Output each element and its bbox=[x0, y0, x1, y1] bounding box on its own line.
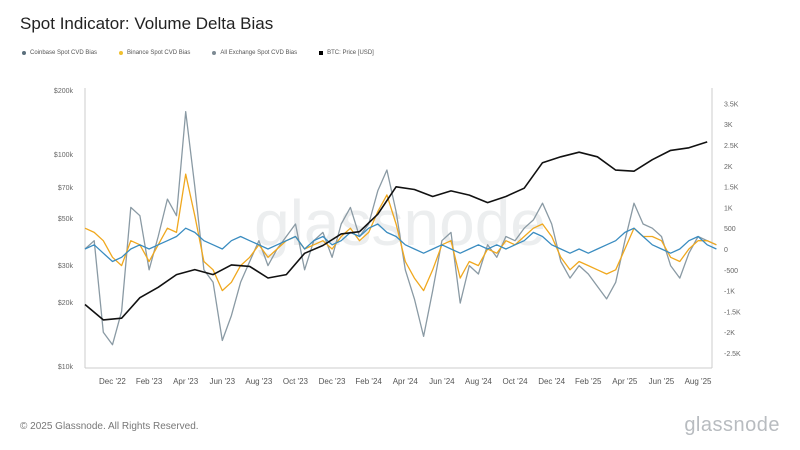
series-line-coinbase bbox=[84, 223, 717, 263]
y-left-tick-label: $30k bbox=[58, 263, 74, 270]
y-right-tick-label: 2K bbox=[724, 164, 733, 171]
legend-dot bbox=[319, 51, 324, 55]
series-line-btc bbox=[84, 141, 708, 321]
copyright: © 2025 Glassnode. All Rights Reserved. bbox=[20, 421, 199, 432]
y-right-tick-label: -1.5K bbox=[724, 309, 741, 316]
legend: Coinbase Spot CVD Bias Binance Spot CVD … bbox=[22, 50, 374, 56]
y-left-tick-label: $70k bbox=[58, 185, 74, 192]
x-tick-label: Dec '24 bbox=[538, 377, 565, 386]
x-tick-label: Jun '25 bbox=[649, 377, 675, 386]
y-right-tick-label: -1K bbox=[724, 289, 735, 296]
legend-label: BTC: Price [USD] bbox=[327, 50, 374, 56]
legend-label: Binance Spot CVD Bias bbox=[127, 50, 191, 56]
x-tick-label: Aug '23 bbox=[245, 377, 272, 386]
legend-label: Coinbase Spot CVD Bias bbox=[30, 50, 98, 56]
legend-dot bbox=[119, 51, 124, 55]
legend-item-btc-price[interactable]: BTC: Price [USD] bbox=[319, 50, 374, 56]
y-right-tick-label: -2.5K bbox=[724, 351, 741, 358]
y-left-tick-label: $100k bbox=[54, 152, 74, 159]
x-tick-label: Aug '25 bbox=[685, 377, 712, 386]
x-tick-label: Feb '24 bbox=[355, 377, 382, 386]
x-tick-label: Apr '25 bbox=[612, 377, 638, 386]
y-right-tick-label: 0 bbox=[724, 247, 728, 254]
x-tick-label: Oct '23 bbox=[283, 377, 309, 386]
legend-item-all-exchange[interactable]: All Exchange Spot CVD Bias bbox=[212, 50, 297, 56]
y-right-tick-label: -2K bbox=[724, 330, 735, 337]
y-right-tick-label: 2.5K bbox=[724, 143, 739, 150]
legend-dot bbox=[212, 51, 217, 55]
x-tick-label: Aug '24 bbox=[465, 377, 492, 386]
y-right-tick-label: -500 bbox=[724, 268, 738, 275]
glassnode-logo: glassnode bbox=[684, 414, 780, 436]
legend-item-coinbase[interactable]: Coinbase Spot CVD Bias bbox=[22, 50, 97, 56]
y-right-tick-label: 1.5K bbox=[724, 185, 739, 192]
y-left-tick-label: $50k bbox=[58, 216, 74, 223]
x-tick-label: Jun '24 bbox=[429, 377, 455, 386]
series-line-binance bbox=[84, 173, 717, 292]
y-left-tick-label: $200k bbox=[54, 88, 74, 95]
x-tick-label: Apr '24 bbox=[393, 377, 419, 386]
y-right-tick-label: 500 bbox=[724, 226, 736, 233]
x-tick-label: Jun '23 bbox=[209, 377, 235, 386]
y-left-tick-label: $20k bbox=[58, 300, 74, 307]
x-tick-label: Oct '24 bbox=[503, 377, 529, 386]
y-right-tick-label: 3K bbox=[724, 122, 733, 129]
y-right-tick-label: 3.5K bbox=[724, 101, 739, 108]
chart-title: Spot Indicator: Volume Delta Bias bbox=[20, 14, 274, 33]
legend-label: All Exchange Spot CVD Bias bbox=[220, 50, 298, 56]
x-tick-label: Feb '23 bbox=[136, 377, 163, 386]
x-tick-label: Feb '25 bbox=[575, 377, 602, 386]
legend-dot bbox=[22, 51, 26, 55]
x-tick-label: Dec '22 bbox=[99, 377, 126, 386]
legend-item-binance[interactable]: Binance Spot CVD Bias bbox=[119, 50, 190, 56]
x-tick-label: Apr '23 bbox=[173, 377, 199, 386]
y-right-tick-label: 1K bbox=[724, 205, 733, 212]
y-left-tick-label: $10k bbox=[58, 364, 74, 371]
x-tick-label: Dec '23 bbox=[319, 377, 346, 386]
